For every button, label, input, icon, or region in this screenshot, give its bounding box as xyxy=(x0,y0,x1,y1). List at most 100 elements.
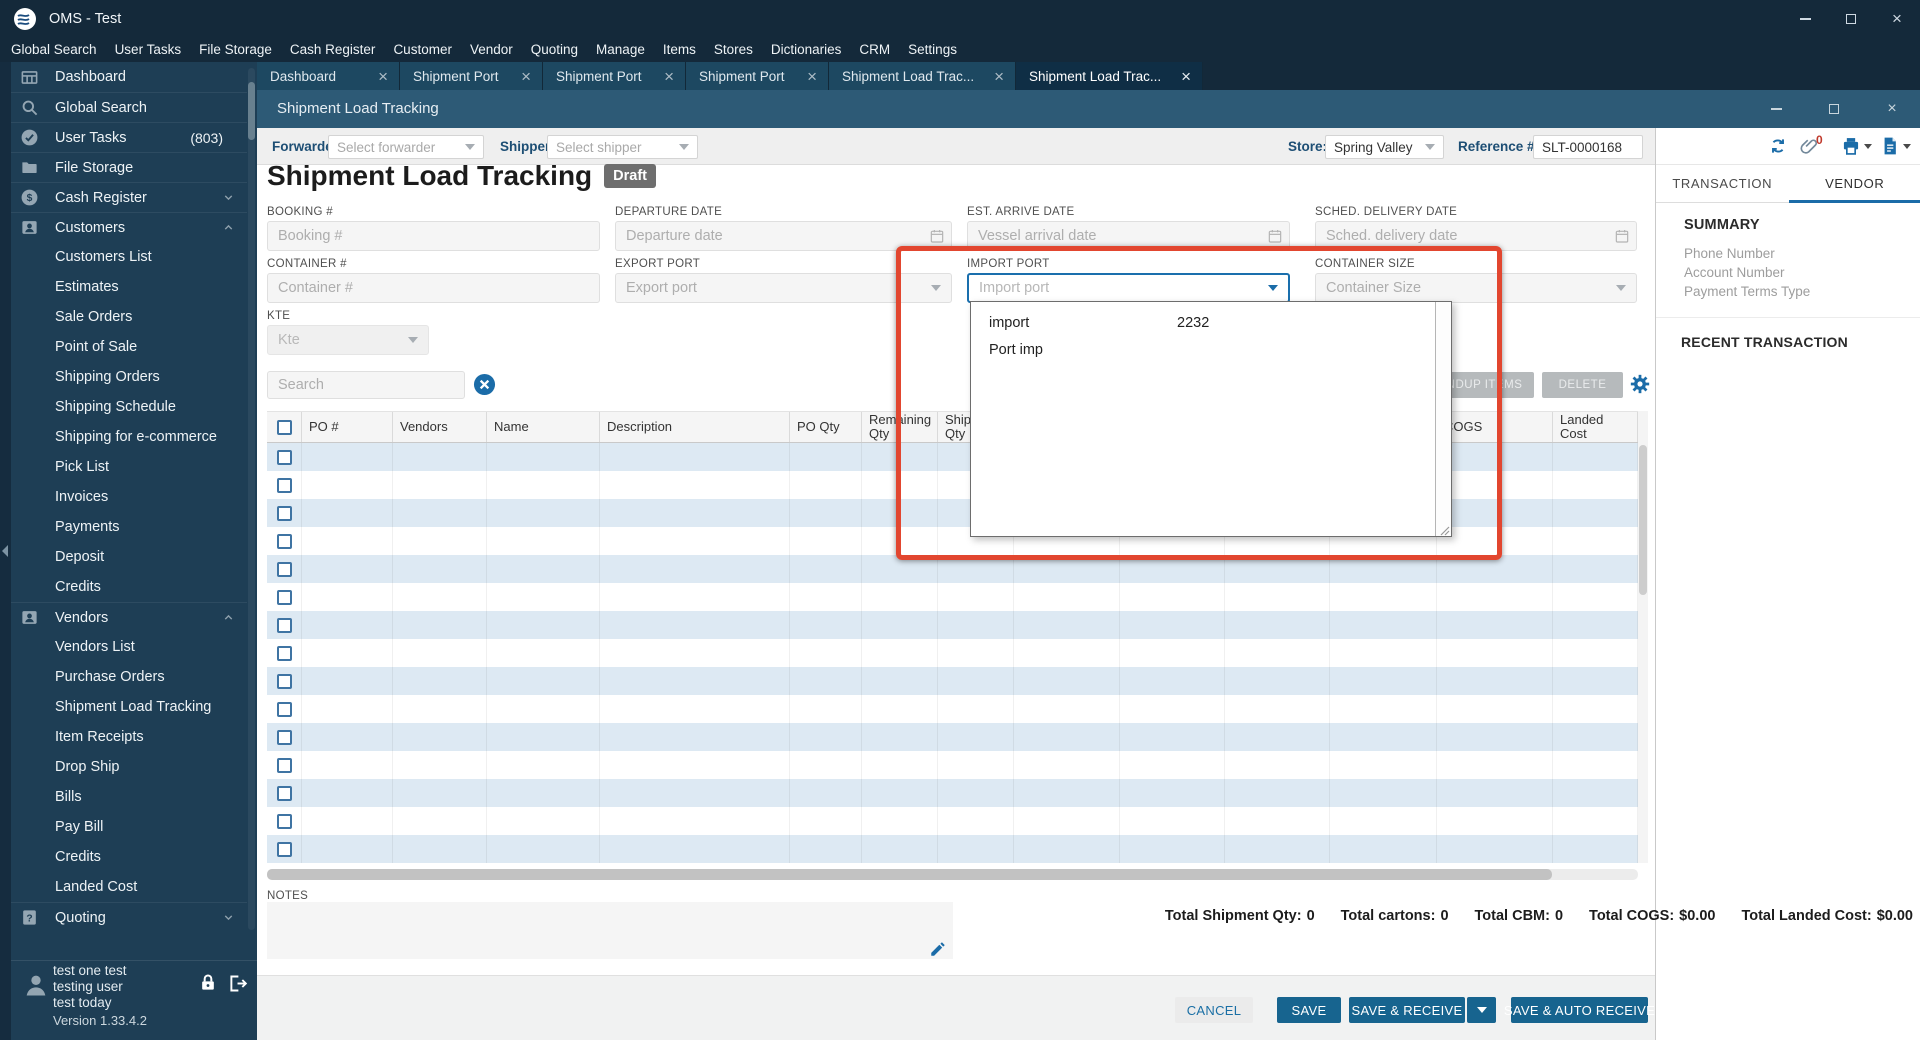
row-checkbox[interactable] xyxy=(277,758,292,773)
sidebar-item-pay-bill[interactable]: Pay Bill xyxy=(11,812,247,842)
menu-item-dictionaries[interactable]: Dictionaries xyxy=(762,37,851,62)
select-all-checkbox[interactable] xyxy=(277,420,292,435)
container-size-select[interactable]: Container Size xyxy=(1315,273,1637,303)
tab-close-icon[interactable]: × xyxy=(378,68,388,85)
shipper-select[interactable]: Select shipper xyxy=(547,135,698,159)
sidebar-item-purchase-orders[interactable]: Purchase Orders xyxy=(11,662,247,692)
tab-dashboard[interactable]: Dashboard× xyxy=(257,62,400,90)
notes-box[interactable] xyxy=(267,902,953,959)
tab-shipment-load-trac[interactable]: Shipment Load Trac...× xyxy=(829,62,1016,90)
tab-close-icon[interactable]: × xyxy=(521,68,531,85)
tab-shipment-port[interactable]: Shipment Port× xyxy=(400,62,543,90)
calendar-icon[interactable] xyxy=(1267,228,1283,244)
menu-item-settings[interactable]: Settings xyxy=(899,37,966,62)
sidebar-item-invoices[interactable]: Invoices xyxy=(11,482,247,512)
menu-item-vendor[interactable]: Vendor xyxy=(461,37,522,62)
sidebar-item-point-of-sale[interactable]: Point of Sale xyxy=(11,332,247,362)
row-checkbox[interactable] xyxy=(277,562,292,577)
sidebar-item-customers-list[interactable]: Customers List xyxy=(11,242,247,272)
reference-input[interactable] xyxy=(1533,135,1643,159)
sidebar-item-drop-ship[interactable]: Drop Ship xyxy=(11,752,247,782)
tab-vendor[interactable]: VENDOR xyxy=(1789,165,1920,202)
sidebar-item-global-search[interactable]: Global Search xyxy=(11,92,247,122)
calendar-icon[interactable] xyxy=(929,228,945,244)
export-port-select[interactable]: Export port xyxy=(615,273,952,303)
tab-shipment-port[interactable]: Shipment Port× xyxy=(543,62,686,90)
sidebar-collapse-strip[interactable] xyxy=(0,62,11,1040)
sidebar-scrollbar-thumb[interactable] xyxy=(248,82,255,140)
menu-item-crm[interactable]: CRM xyxy=(850,37,899,62)
window-restore-button[interactable] xyxy=(1817,99,1851,119)
close-button[interactable]: × xyxy=(1874,0,1920,37)
grid-horizontal-scrollbar[interactable] xyxy=(267,869,1638,880)
grid-hscroll-thumb[interactable] xyxy=(267,869,1552,880)
minimize-button[interactable] xyxy=(1782,0,1828,37)
sidebar-item-credits[interactable]: Credits xyxy=(11,842,247,872)
print-icon[interactable] xyxy=(1841,136,1861,156)
cancel-button[interactable]: CANCEL xyxy=(1175,997,1253,1023)
search-input[interactable] xyxy=(267,371,465,399)
menu-item-customer[interactable]: Customer xyxy=(384,37,461,62)
save-and-receive-menu-button[interactable] xyxy=(1467,997,1496,1023)
row-checkbox[interactable] xyxy=(277,590,292,605)
sidebar-item-user-tasks[interactable]: User Tasks(803) xyxy=(11,122,247,152)
sidebar-item-shipping-for-e-commerce[interactable]: Shipping for e-commerce xyxy=(11,422,247,452)
sidebar-item-dashboard[interactable]: Dashboard xyxy=(11,62,247,92)
row-checkbox[interactable] xyxy=(277,506,292,521)
sidebar-item-credits[interactable]: Credits xyxy=(11,572,247,602)
row-checkbox[interactable] xyxy=(277,450,292,465)
sidebar-item-vendors[interactable]: Vendors xyxy=(11,602,247,632)
sidebar-item-quoting[interactable]: ?Quoting xyxy=(11,902,247,932)
menu-item-manage[interactable]: Manage xyxy=(587,37,654,62)
print-menu-caret-icon[interactable] xyxy=(1864,144,1872,149)
menu-item-items[interactable]: Items xyxy=(654,37,705,62)
sched-delivery-date-input[interactable] xyxy=(1315,221,1637,251)
container-number-input[interactable] xyxy=(267,273,600,303)
delete-button[interactable]: DELETE xyxy=(1542,372,1623,398)
grid-settings-gear-icon[interactable] xyxy=(1629,373,1651,395)
row-checkbox[interactable] xyxy=(277,618,292,633)
sidebar-item-shipping-orders[interactable]: Shipping Orders xyxy=(11,362,247,392)
row-checkbox[interactable] xyxy=(277,842,292,857)
save-and-auto-receive-button[interactable]: SAVE & AUTO RECEIVE xyxy=(1511,997,1648,1023)
clear-search-icon[interactable] xyxy=(473,373,496,396)
menu-item-user-tasks[interactable]: User Tasks xyxy=(106,37,191,62)
row-checkbox[interactable] xyxy=(277,674,292,689)
grid-vertical-scrollbar[interactable] xyxy=(1638,411,1648,863)
sidebar-item-deposit[interactable]: Deposit xyxy=(11,542,247,572)
departure-date-input[interactable] xyxy=(615,221,952,251)
forwarder-select[interactable]: Select forwarder xyxy=(328,135,484,159)
store-select[interactable]: Spring Valley xyxy=(1325,135,1444,159)
sidebar-item-shipping-schedule[interactable]: Shipping Schedule xyxy=(11,392,247,422)
sidebar-scrollbar[interactable] xyxy=(248,68,255,930)
dropdown-option-import[interactable]: import2232 xyxy=(971,309,1435,336)
sidebar-item-item-receipts[interactable]: Item Receipts xyxy=(11,722,247,752)
sidebar-item-estimates[interactable]: Estimates xyxy=(11,272,247,302)
row-checkbox[interactable] xyxy=(277,730,292,745)
row-checkbox[interactable] xyxy=(277,814,292,829)
document-icon[interactable] xyxy=(1880,136,1900,156)
window-minimize-button[interactable] xyxy=(1759,99,1793,119)
menu-item-stores[interactable]: Stores xyxy=(705,37,762,62)
dropdown-resize-grip[interactable] xyxy=(1438,523,1450,535)
est-arrive-date-input[interactable] xyxy=(967,221,1290,251)
kte-select[interactable]: Kte xyxy=(267,325,429,355)
sidebar-item-vendors-list[interactable]: Vendors List xyxy=(11,632,247,662)
row-checkbox[interactable] xyxy=(277,478,292,493)
row-checkbox[interactable] xyxy=(277,646,292,661)
sidebar-item-bills[interactable]: Bills xyxy=(11,782,247,812)
menu-item-global-search[interactable]: Global Search xyxy=(2,37,106,62)
row-checkbox[interactable] xyxy=(277,702,292,717)
document-menu-caret-icon[interactable] xyxy=(1903,144,1911,149)
tab-transaction[interactable]: TRANSACTION xyxy=(1656,165,1789,202)
row-checkbox[interactable] xyxy=(277,786,292,801)
sidebar-item-cash-register[interactable]: $Cash Register xyxy=(11,182,247,212)
tab-close-icon[interactable]: × xyxy=(1181,68,1191,85)
sidebar-item-file-storage[interactable]: File Storage xyxy=(11,152,247,182)
edit-notes-pencil-icon[interactable] xyxy=(929,940,947,958)
window-close-button[interactable]: × xyxy=(1875,99,1909,119)
sidebar-item-customers[interactable]: Customers xyxy=(11,212,247,242)
sidebar-item-payments[interactable]: Payments xyxy=(11,512,247,542)
menu-item-quoting[interactable]: Quoting xyxy=(522,37,587,62)
tab-close-icon[interactable]: × xyxy=(664,68,674,85)
